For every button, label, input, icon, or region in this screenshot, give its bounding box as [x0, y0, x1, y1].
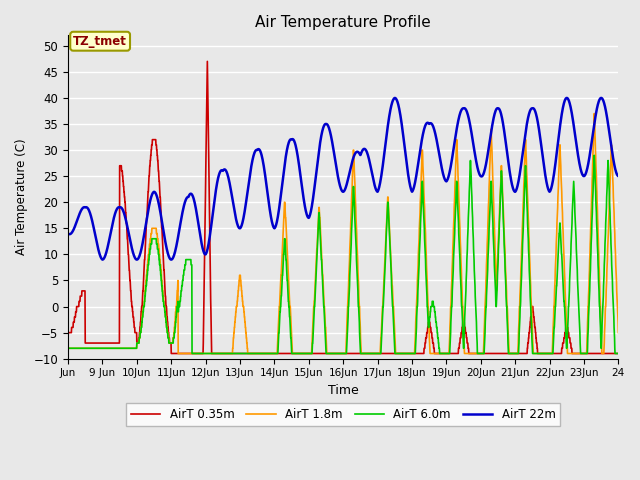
- AirT 0.35m: [64, 335, 72, 341]
- AirT 0.35m: [204, 59, 211, 64]
- AirT 22m: [238, 221, 246, 227]
- AirT 6.0m: [119, 346, 127, 351]
- AirT 6.0m: [64, 346, 72, 351]
- AirT 1.8m: [614, 330, 622, 336]
- AirT 6.0m: [607, 241, 615, 247]
- AirT 6.0m: [509, 350, 517, 356]
- AirT 1.8m: [119, 346, 127, 351]
- X-axis label: Time: Time: [328, 384, 358, 397]
- Line: AirT 1.8m: AirT 1.8m: [68, 114, 618, 353]
- AirT 22m: [614, 173, 622, 179]
- Legend: AirT 0.35m, AirT 1.8m, AirT 6.0m, AirT 22m: AirT 0.35m, AirT 1.8m, AirT 6.0m, AirT 2…: [126, 403, 561, 426]
- AirT 22m: [509, 185, 517, 191]
- AirT 0.35m: [168, 350, 175, 356]
- AirT 0.35m: [238, 350, 246, 356]
- AirT 22m: [120, 208, 127, 214]
- AirT 22m: [376, 179, 384, 184]
- AirT 0.35m: [607, 350, 615, 356]
- AirT 22m: [99, 257, 106, 263]
- AirT 1.8m: [64, 346, 72, 351]
- Text: TZ_tmet: TZ_tmet: [73, 35, 127, 48]
- AirT 22m: [607, 141, 615, 147]
- AirT 1.8m: [376, 346, 384, 351]
- AirT 1.8m: [590, 111, 598, 117]
- AirT 6.0m: [614, 350, 622, 356]
- AirT 0.35m: [377, 350, 385, 356]
- AirT 6.0m: [590, 153, 598, 158]
- Title: Air Temperature Profile: Air Temperature Profile: [255, 15, 431, 30]
- AirT 1.8m: [540, 350, 548, 356]
- AirT 22m: [540, 164, 548, 169]
- AirT 0.35m: [614, 350, 622, 356]
- AirT 0.35m: [509, 350, 517, 356]
- AirT 1.8m: [509, 350, 517, 356]
- AirT 6.0m: [376, 350, 384, 356]
- AirT 1.8m: [174, 350, 182, 356]
- AirT 6.0m: [540, 350, 548, 356]
- Y-axis label: Air Temperature (C): Air Temperature (C): [15, 139, 28, 255]
- AirT 0.35m: [540, 350, 548, 356]
- AirT 1.8m: [607, 153, 615, 158]
- AirT 22m: [64, 231, 72, 237]
- AirT 0.35m: [119, 179, 127, 184]
- AirT 6.0m: [238, 350, 246, 356]
- AirT 22m: [597, 95, 605, 101]
- AirT 6.0m: [188, 350, 196, 356]
- Line: AirT 22m: AirT 22m: [68, 98, 618, 260]
- AirT 1.8m: [238, 293, 246, 299]
- Line: AirT 0.35m: AirT 0.35m: [68, 61, 618, 353]
- Line: AirT 6.0m: AirT 6.0m: [68, 156, 618, 353]
